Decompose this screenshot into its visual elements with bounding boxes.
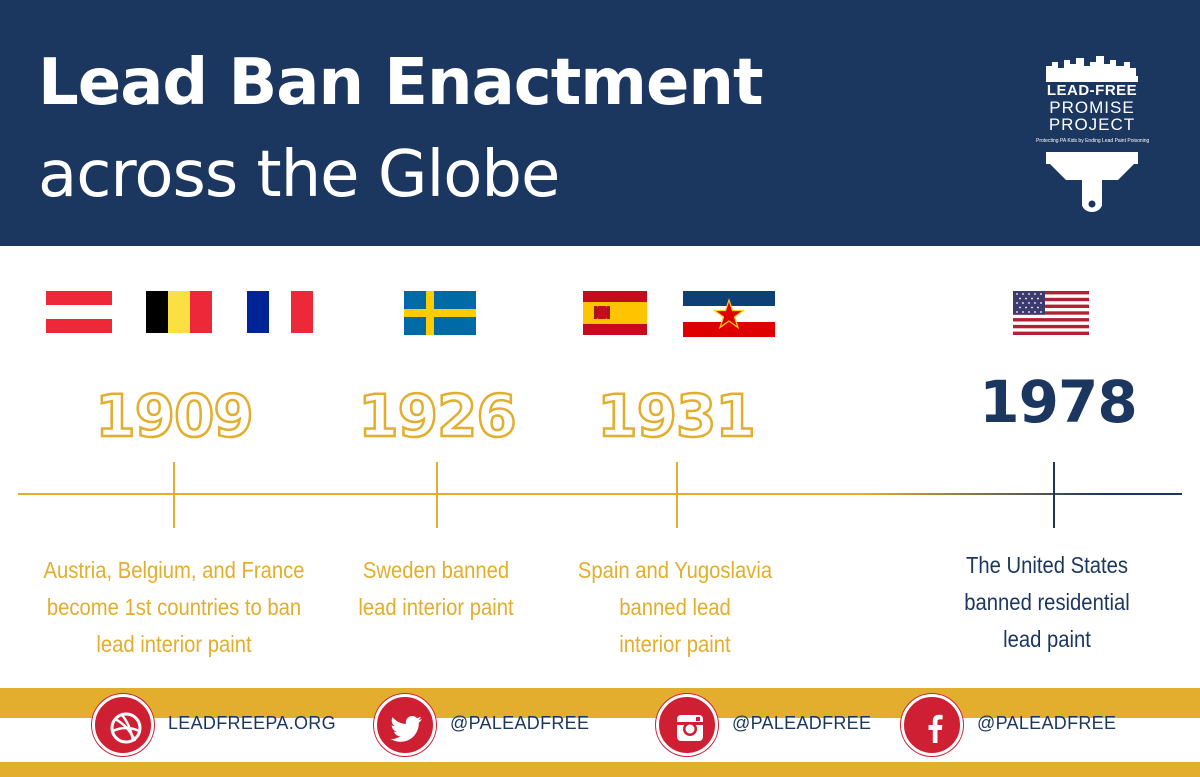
sweden-flag-icon <box>404 291 476 335</box>
logo-text-project: PROJECT <box>1048 115 1136 134</box>
belgium-flag-icon <box>146 291 212 333</box>
instagram-icon <box>677 715 703 741</box>
description-1909: Austria, Belgium, and France become 1st … <box>43 557 305 657</box>
footer-band-top <box>0 688 1200 718</box>
year-1931: 1931 <box>596 381 757 452</box>
austria-flag-icon <box>46 291 112 333</box>
instagram-handle: @PALEADFREE <box>732 713 872 733</box>
logo-tagline: Protecting PA Kids by Ending Lead Paint … <box>1036 138 1150 144</box>
year-1978: 1978 <box>979 368 1137 436</box>
page-title: Lead Ban Enactment <box>38 46 764 120</box>
facebook-icon <box>928 714 943 743</box>
header-banner: Lead Ban Enactment across the Globe LEAD… <box>0 0 1200 246</box>
spain-flag-icon <box>583 291 647 335</box>
timeline-axis <box>18 462 1182 528</box>
dribbble-icon <box>110 712 142 744</box>
united-states-flag-icon <box>1013 291 1089 335</box>
twitter-handle: @PALEADFREE <box>450 713 590 733</box>
description-1926: Sweden banned lead interior paint <box>358 557 514 620</box>
year-1909: 1909 <box>94 381 255 452</box>
lead-free-promise-project-logo[interactable]: LEAD-FREE PROMISE PROJECT Protecting PA … <box>1036 54 1150 214</box>
france-flag-icon <box>247 291 313 333</box>
facebook-handle: @PALEADFREE <box>977 713 1117 733</box>
year-1926: 1926 <box>357 381 518 452</box>
paintbrush-icon <box>1046 56 1138 212</box>
logo-text-lead-free: LEAD-FREE <box>1046 82 1138 99</box>
footer-band-bottom <box>0 762 1200 777</box>
yugoslavia-flag-icon <box>683 291 775 337</box>
page-subtitle: across the Globe <box>38 138 560 212</box>
website-label: LEADFREEPA.ORG <box>168 713 336 733</box>
description-1931: Spain and Yugoslavia banned lead interio… <box>577 557 773 657</box>
twitter-icon <box>390 716 422 742</box>
logo-text-promise: PROMISE <box>1049 98 1135 117</box>
footer <box>0 688 1200 777</box>
description-1978: The United States banned residential lea… <box>964 552 1130 652</box>
